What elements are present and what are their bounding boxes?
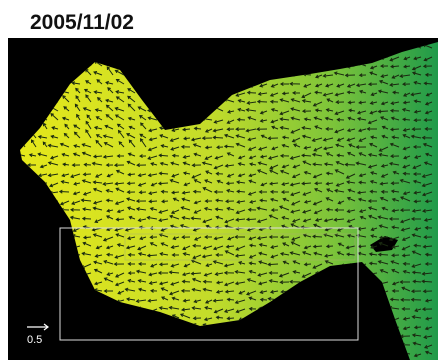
figure: 2005/11/02 0.5 — [0, 0, 438, 360]
scale-label: 0.5 — [27, 334, 42, 346]
date-title: 2005/11/02 — [30, 11, 134, 34]
